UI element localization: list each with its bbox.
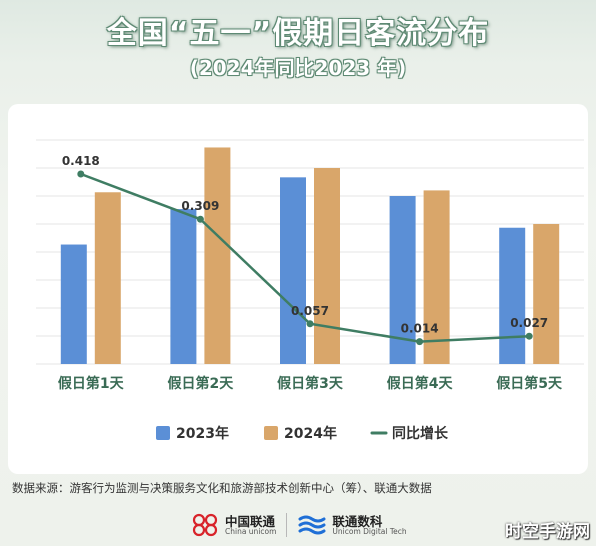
chart-card: 假日第1天 假日第2天 假日第3天 假日第4天 假日第5天 0.418 0.309 0.057… (8, 104, 588, 474)
unicom-digital-name: 联通数科 (332, 513, 383, 529)
unicom-digital-waves-icon (298, 515, 326, 535)
legend-swatch-2023 (156, 426, 170, 440)
china-unicom-knot-icon (192, 513, 218, 537)
growth-point (196, 215, 204, 223)
logo-separator (286, 513, 288, 537)
bar-2024 (94, 192, 121, 364)
bar-2023 (499, 227, 526, 364)
growth-data-label: 0.057 (291, 304, 329, 318)
china-unicom-english: China unicom (225, 526, 277, 536)
growth-data-label: 0.027 (510, 316, 548, 330)
growth-point (525, 332, 533, 340)
x-tick-label: 假日第5天 (496, 375, 563, 392)
growth-data-label: 0.309 (181, 199, 219, 213)
x-tick-label: 假日第1天 (58, 375, 125, 392)
data-source-note: 数据来源：游客行为监测与决策服务文化和旅游部技术创新中心（筹）、联通大数据 (12, 481, 432, 495)
growth-point (306, 320, 314, 328)
bar-2023 (170, 209, 197, 364)
bar-2024 (314, 168, 340, 364)
unicom-digital-logo: 联通数科 Unicom Digital Tech (297, 513, 407, 537)
growth-data-label: 0.418 (62, 154, 100, 168)
china-unicom-name: 中国联通 (225, 513, 276, 529)
legend-label: 2024年 (284, 425, 337, 442)
logo-strip: 中国联通 China unicom 联通数科 Unicom Digital Te… (190, 508, 450, 542)
growth-point (77, 170, 85, 178)
legend-swatch-2024 (264, 426, 278, 440)
bar-2023 (389, 196, 416, 364)
chart-title: 全国“五一”假期日客流分布 (106, 16, 490, 51)
x-tick-label: 假日第3天 (277, 375, 344, 392)
bar-2024 (423, 190, 450, 364)
growth-data-label: 0.014 (401, 322, 439, 336)
china-unicom-logo: 中国联通 China unicom (190, 512, 276, 538)
growth-point (416, 338, 424, 346)
bar-2024 (204, 147, 231, 364)
legend-label: 同比增长 (392, 425, 449, 442)
bar-2023 (60, 244, 87, 364)
bar-2024 (533, 224, 560, 364)
watermark: 时空手游网 (505, 522, 590, 542)
chart-subtitle: (2024年同比2023 年) (189, 56, 407, 80)
chart-svg: 假日第1天 假日第2天 假日第3天 假日第4天 假日第5天 0.418 0.309 0.057… (36, 139, 584, 442)
bar-2023 (280, 177, 306, 364)
unicom-digital-english: Unicom Digital Tech (332, 526, 407, 536)
x-tick-label: 假日第2天 (168, 375, 235, 392)
legend-label: 2023年 (176, 425, 229, 442)
x-tick-label: 假日第4天 (387, 375, 454, 392)
